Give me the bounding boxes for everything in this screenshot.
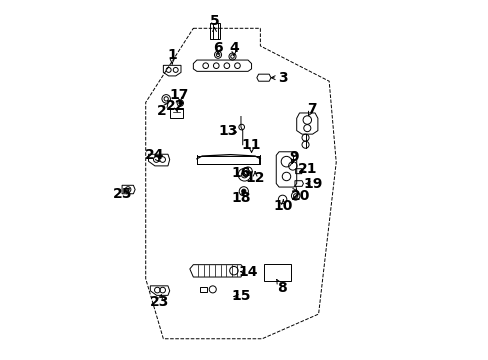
Circle shape <box>241 189 245 193</box>
Text: 14: 14 <box>238 265 257 279</box>
Text: 7: 7 <box>306 103 316 116</box>
Text: 1: 1 <box>167 48 177 62</box>
Text: 6: 6 <box>213 41 223 55</box>
Text: 12: 12 <box>245 171 264 185</box>
Circle shape <box>179 102 182 104</box>
Text: 19: 19 <box>303 176 322 190</box>
Text: 13: 13 <box>219 123 238 138</box>
Text: 10: 10 <box>273 199 292 213</box>
Text: 25: 25 <box>113 187 132 201</box>
Text: 17: 17 <box>169 88 188 102</box>
Bar <box>210 23 220 39</box>
Text: 2: 2 <box>156 104 166 118</box>
Text: 3: 3 <box>278 71 287 85</box>
Text: 11: 11 <box>241 138 261 152</box>
Text: 4: 4 <box>228 41 238 55</box>
Text: 8: 8 <box>276 280 286 294</box>
Text: 9: 9 <box>288 150 298 164</box>
Text: 18: 18 <box>231 191 250 204</box>
Text: 20: 20 <box>291 189 310 203</box>
Bar <box>200 287 207 292</box>
Text: 24: 24 <box>144 148 164 162</box>
Text: 5: 5 <box>209 14 219 28</box>
Bar <box>170 108 183 118</box>
Text: 22: 22 <box>165 99 185 113</box>
Bar <box>264 264 290 280</box>
Text: 21: 21 <box>298 162 317 176</box>
Text: 15: 15 <box>231 289 250 303</box>
Text: 23: 23 <box>150 295 169 309</box>
Text: 16: 16 <box>231 166 250 180</box>
